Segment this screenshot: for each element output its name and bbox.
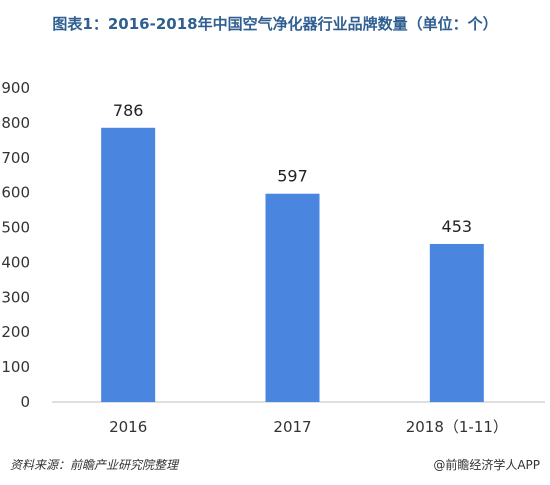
bar-2018（1-11） [429, 243, 484, 402]
y-tick-label: 200 [1, 323, 30, 341]
source-note: 资料来源：前瞻产业研究院整理 [10, 458, 179, 472]
x-tick-label: 2018（1-11） [406, 418, 508, 436]
credit-note: @前瞻经济学人APP [433, 458, 540, 472]
y-tick-label: 700 [1, 149, 30, 167]
y-tick-label: 800 [1, 114, 30, 132]
data-label: 597 [277, 167, 308, 186]
y-tick-label: 300 [1, 288, 30, 306]
y-tick-label: 900 [1, 79, 30, 97]
y-tick-label: 500 [1, 219, 30, 237]
bars [101, 127, 484, 403]
chart-title: 图表1：2016-2018年中国空气净化器行业品牌数量（单位：个） [52, 15, 498, 33]
y-tick-label: 0 [20, 393, 30, 411]
x-tick-label: 2016 [109, 418, 147, 436]
x-axis: 2016 2017 2018（1-11） [109, 418, 508, 436]
data-labels: 786 597 453 [113, 101, 472, 236]
data-label: 786 [113, 101, 144, 120]
y-tick-label: 600 [1, 184, 30, 202]
x-tick-label: 2017 [273, 418, 311, 436]
data-label: 453 [442, 217, 473, 236]
bar-2016 [101, 127, 156, 403]
y-tick-label: 100 [1, 358, 30, 376]
y-axis: 0 100 200 300 400 500 600 700 800 900 [1, 79, 30, 411]
y-tick-label: 400 [1, 253, 30, 271]
bar-2017 [265, 193, 320, 402]
